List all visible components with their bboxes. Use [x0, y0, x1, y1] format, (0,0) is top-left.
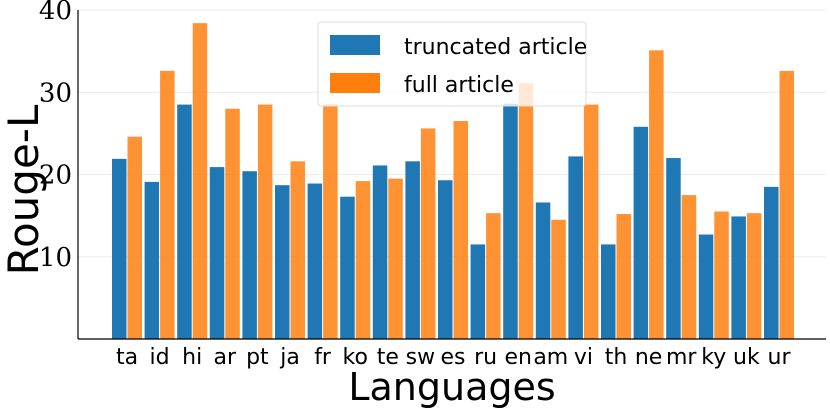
x-tick-label: pt	[246, 345, 269, 370]
y-axis-label: Rouge-L	[0, 104, 48, 275]
x-tick-label: sw	[406, 345, 435, 370]
bar-full-am	[551, 219, 566, 339]
x-tick-label: hi	[182, 345, 202, 370]
x-tick-label: ar	[214, 345, 237, 370]
bar-full-id	[160, 70, 175, 340]
x-tick-label: ko	[342, 345, 367, 370]
bar-truncated-uk	[731, 216, 746, 339]
x-tick-label: fr	[314, 345, 332, 370]
bar-truncated-en	[503, 103, 518, 339]
bar-full-sw	[420, 128, 436, 339]
x-tick-label: id	[150, 345, 170, 370]
x-tick-label: en	[504, 345, 531, 370]
x-tick-label: ru	[474, 345, 497, 370]
x-tick-label: ne	[635, 345, 662, 370]
legend-swatch-full	[330, 73, 380, 93]
legend-box	[317, 21, 587, 107]
bar-truncated-ko	[340, 196, 355, 339]
y-tick-label: 30	[39, 78, 72, 108]
bar-full-hi	[192, 23, 208, 339]
y-tick-label: 40	[39, 0, 72, 26]
bar-truncated-ur	[764, 186, 779, 339]
x-tick-label: vi	[574, 345, 593, 370]
legend: truncated article full article	[317, 21, 587, 107]
bar-truncated-am	[535, 202, 551, 339]
bar-truncated-id	[144, 181, 160, 339]
bar-full-en	[518, 83, 534, 339]
bar-truncated-vi	[568, 156, 583, 339]
bar-truncated-ar	[209, 167, 225, 339]
bar-truncated-ta	[112, 158, 127, 339]
bar-full-ky	[714, 211, 729, 339]
bar-truncated-mr	[666, 158, 681, 339]
bar-full-ko	[355, 181, 371, 339]
bar-full-ur	[779, 70, 794, 340]
bar-full-uk	[746, 213, 762, 339]
bar-full-vi	[583, 104, 599, 340]
x-tick-label: am	[533, 345, 568, 370]
x-tick-label: es	[441, 345, 466, 370]
bar-full-mr	[681, 195, 697, 339]
bar-full-pt	[257, 104, 273, 340]
legend-label-full: full article	[404, 73, 514, 98]
x-tick-label: mr	[666, 345, 697, 370]
bar-truncated-hi	[177, 104, 192, 340]
x-tick-label: th	[605, 345, 628, 370]
y-tick-labels: 10 20 30 40	[39, 0, 72, 273]
bar-truncated-th	[601, 244, 616, 339]
bar-full-es	[453, 121, 468, 339]
bar-truncated-sw	[405, 161, 420, 339]
x-tick-label: ta	[116, 345, 138, 370]
x-tick-label: te	[377, 345, 399, 370]
bars	[112, 23, 794, 340]
legend-label-truncated: truncated article	[404, 35, 587, 60]
legend-swatch-truncated	[330, 35, 380, 55]
bar-truncated-ky	[698, 234, 714, 339]
bar-full-ta	[127, 136, 142, 339]
bar-full-ne	[649, 50, 664, 340]
bar-truncated-fr	[307, 183, 323, 339]
x-axis-label: Languages	[348, 365, 555, 409]
x-tick-label: ur	[768, 345, 792, 370]
bar-full-ar	[225, 108, 240, 339]
bar-truncated-ru	[470, 244, 486, 339]
bar-full-te	[388, 178, 403, 339]
bar-truncated-te	[372, 165, 388, 339]
bar-truncated-pt	[242, 171, 257, 339]
x-tick-label: ja	[279, 345, 300, 370]
bar-truncated-ne	[633, 126, 649, 339]
bar-full-ja	[290, 161, 305, 339]
bar-truncated-ja	[275, 185, 290, 339]
x-tick-labels: ta id hi ar pt ja fr ko te sw es ru en am vi th ne mr ky uk…	[116, 345, 791, 370]
y-tick-label: 20	[39, 161, 72, 191]
y-tick-label: 10	[39, 243, 72, 273]
x-tick-label: uk	[733, 345, 760, 370]
bar-full-th	[616, 213, 631, 339]
bar-full-ru	[486, 213, 501, 339]
bar-truncated-es	[438, 180, 453, 339]
bar-full-fr	[323, 103, 338, 339]
x-tick-label: ky	[701, 345, 726, 370]
